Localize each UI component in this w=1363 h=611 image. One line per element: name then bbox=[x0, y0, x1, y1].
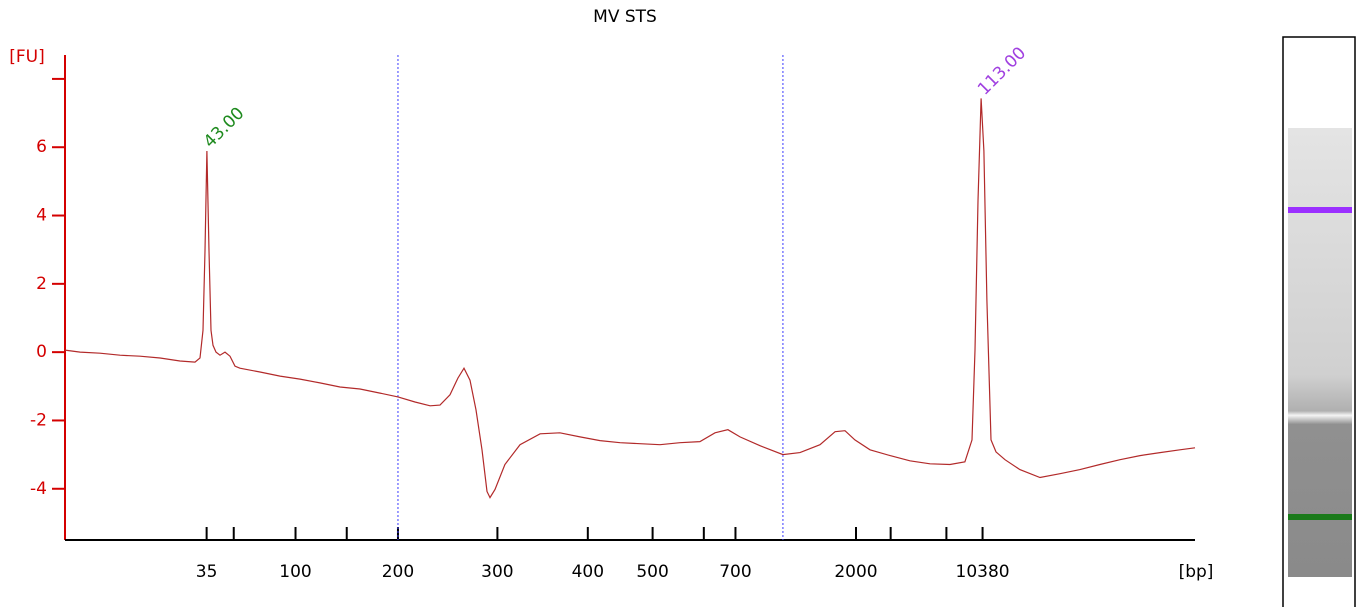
y-tick-label: 2 bbox=[36, 274, 47, 294]
x-tick-label: 500 bbox=[636, 562, 668, 582]
x-tick-label: 700 bbox=[719, 562, 751, 582]
trace bbox=[64, 98, 1196, 499]
gel-band bbox=[1288, 514, 1352, 520]
x-tick-label: 400 bbox=[572, 562, 604, 582]
y-tick-label: 6 bbox=[36, 137, 47, 157]
x-tick-label: 200 bbox=[382, 562, 414, 582]
x-tick-label: 10380 bbox=[956, 562, 1010, 582]
peak-label: 43.00 bbox=[200, 103, 249, 152]
x-tick-label: 100 bbox=[279, 562, 311, 582]
y-tick-label: -2 bbox=[30, 410, 47, 430]
x-axis-label: [bp] bbox=[1179, 562, 1214, 582]
x-tick-label: 35 bbox=[196, 562, 218, 582]
gel-band bbox=[1288, 207, 1352, 213]
y-tick-label: 4 bbox=[36, 206, 47, 226]
y-tick-label: -4 bbox=[30, 479, 47, 499]
gel-lane bbox=[1288, 128, 1352, 577]
y-tick-label: 0 bbox=[36, 342, 47, 362]
y-axis-label: [FU] bbox=[9, 47, 45, 67]
peak-label: 113.00 bbox=[974, 43, 1030, 99]
chart-title: MV STS bbox=[593, 7, 657, 27]
x-tick-label: 2000 bbox=[834, 562, 877, 582]
x-tick-label: 300 bbox=[481, 562, 513, 582]
